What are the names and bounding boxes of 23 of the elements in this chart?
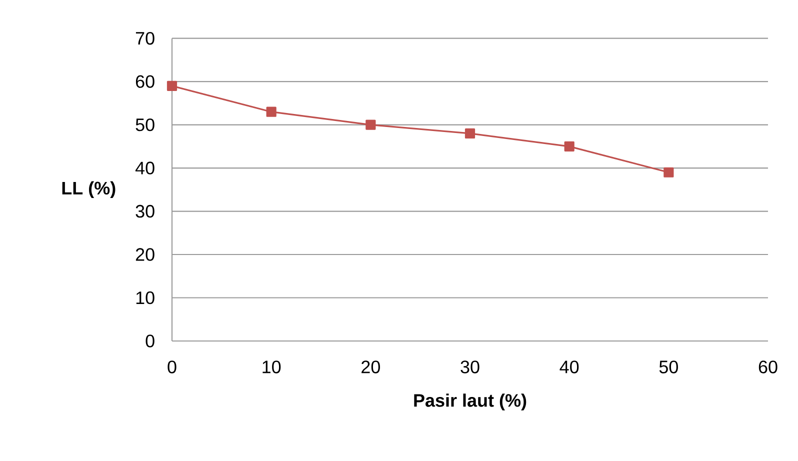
x-tick-label: 60 xyxy=(758,360,778,374)
y-tick-label: 10 xyxy=(136,291,154,304)
y-tick-label: 60 xyxy=(136,75,154,88)
y-tick-label: 70 xyxy=(136,32,154,45)
y-axis-title: LL (%) xyxy=(62,181,116,198)
y-tick-label: 30 xyxy=(136,204,154,218)
point xyxy=(266,106,276,117)
y-tick-label: 40 xyxy=(135,162,154,174)
point xyxy=(564,141,574,152)
y-tick-label: 0 xyxy=(146,334,154,348)
point xyxy=(664,167,674,178)
x-tick-label: 20 xyxy=(362,360,380,374)
x-tick-label: 0 xyxy=(168,360,176,374)
x-tick-label: 50 xyxy=(659,360,678,374)
y-tick-label: 50 xyxy=(136,118,154,132)
x-tick-label: 40 xyxy=(560,360,579,374)
x-tick-label: 30 xyxy=(460,360,480,374)
point xyxy=(366,120,376,130)
point xyxy=(166,80,178,91)
y-tick-label: 20 xyxy=(136,248,154,261)
x-axis-title: Pasir laut (%) xyxy=(414,394,526,410)
point xyxy=(464,128,476,139)
x-tick-label: 10 xyxy=(262,360,281,374)
